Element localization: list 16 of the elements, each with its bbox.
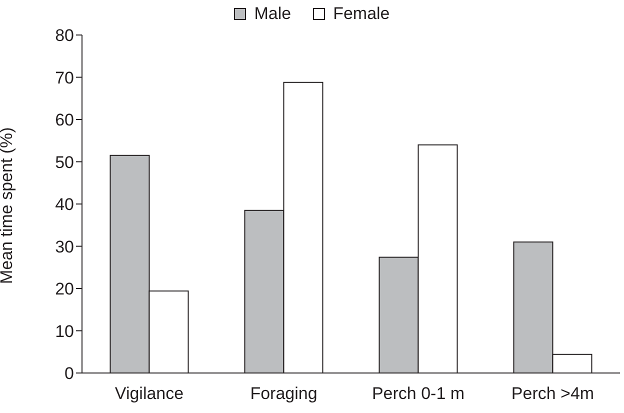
legend-label: Male bbox=[254, 4, 292, 24]
y-tick-label: 20 bbox=[55, 280, 74, 299]
y-tick-label: 50 bbox=[55, 152, 74, 172]
y-tick-label: 30 bbox=[55, 237, 74, 256]
y-tick-label: 10 bbox=[55, 322, 74, 341]
legend-label: Female bbox=[333, 4, 390, 24]
y-tick-label: 40 bbox=[55, 195, 74, 214]
x-tick-label: Perch 0-1 m bbox=[372, 384, 465, 404]
y-tick-label: 80 bbox=[55, 26, 74, 46]
x-tick-label: Perch >4m bbox=[511, 384, 594, 404]
y-axis-title: Mean time spent (%) bbox=[0, 127, 16, 284]
y-tick-label: 70 bbox=[55, 68, 74, 88]
y-tick-label: 0 bbox=[64, 364, 74, 384]
x-tick-label: Vigilance bbox=[114, 384, 184, 404]
y-tick-label: 60 bbox=[55, 110, 74, 130]
x-tick-label: Foraging bbox=[250, 384, 318, 404]
